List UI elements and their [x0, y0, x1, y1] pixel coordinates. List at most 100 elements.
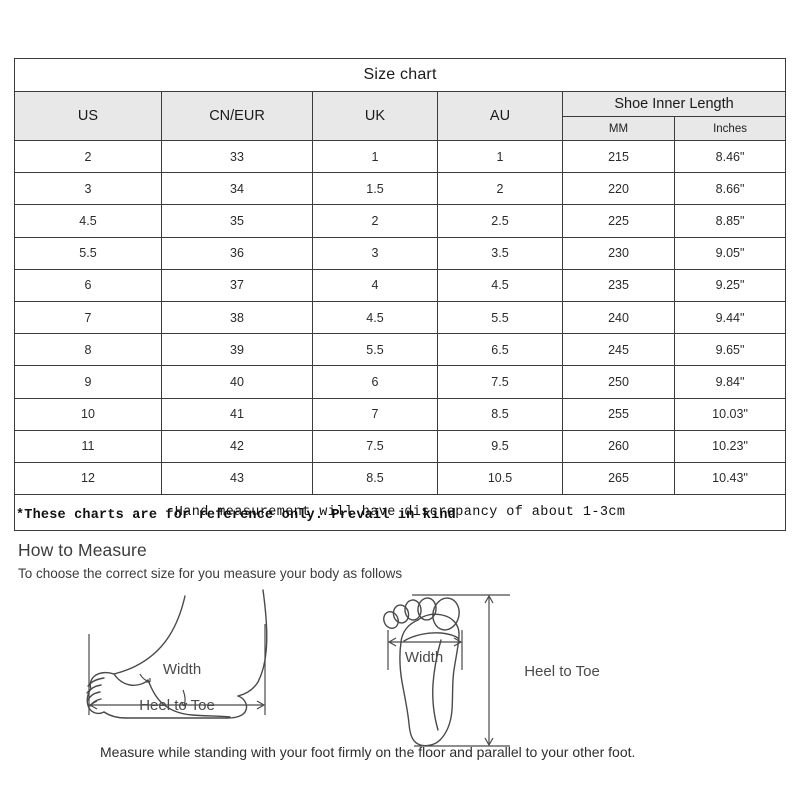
cell-us: 6	[14, 268, 162, 302]
cell-mm: 215	[562, 139, 675, 174]
column-header-cn-eur: CN/EUR	[161, 91, 313, 141]
cell-uk: 2	[312, 204, 438, 238]
cell-us: 5.5	[14, 236, 162, 270]
cell-us: 10	[14, 397, 162, 431]
cell-us: 7	[14, 300, 162, 335]
top-view-foot-icon	[383, 597, 460, 747]
table-row: 12 43 8.5 10.5 265 10.43"	[14, 461, 787, 496]
table-row: 8 39 5.5 6.5 245 9.65"	[14, 333, 787, 367]
cell-au: 4.5	[437, 268, 563, 302]
cell-inches: 8.66"	[673, 172, 787, 206]
cell-inches: 8.85"	[673, 204, 787, 238]
cell-cn-eur: 41	[161, 397, 313, 431]
page-title: Size chart	[13, 58, 787, 92]
cell-au: 2	[437, 172, 563, 206]
cell-uk: 7.5	[312, 429, 438, 463]
top-view-length-label: Heel to Toe	[524, 663, 600, 680]
cell-mm: 230	[562, 236, 675, 270]
cell-au: 10.5	[437, 461, 563, 496]
cell-mm: 225	[562, 204, 675, 238]
cell-au: 2.5	[437, 204, 563, 238]
table-header-row: US CN/EUR UK AU Shoe Inner Length	[14, 91, 787, 141]
column-header-shoe-inner-length: Shoe Inner Length	[561, 91, 787, 117]
table-footer-row: Hand measurement will have discrepancy o…	[13, 494, 787, 532]
cell-mm: 220	[562, 172, 675, 206]
cell-inches: 9.05"	[673, 236, 787, 270]
cell-cn-eur: 39	[161, 333, 313, 367]
cell-uk: 7	[312, 397, 438, 431]
cell-cn-eur: 40	[161, 365, 313, 399]
cell-us: 2	[14, 139, 162, 174]
cell-us: 11	[14, 429, 162, 463]
cell-au: 8.5	[437, 397, 563, 431]
table-row: 2 33 1 1 215 8.46"	[14, 139, 787, 174]
cell-au: 5.5	[437, 300, 563, 335]
cell-inches: 9.44"	[673, 300, 787, 335]
cell-cn-eur: 37	[161, 268, 313, 302]
cell-uk: 4.5	[312, 300, 438, 335]
column-header-mm: MM	[562, 116, 675, 141]
cell-inches: 10.03"	[673, 397, 787, 431]
cell-mm: 235	[562, 268, 675, 302]
cell-cn-eur: 36	[161, 236, 313, 270]
table-row: 11 42 7.5 9.5 260 10.23"	[14, 429, 787, 463]
cell-au: 7.5	[437, 365, 563, 399]
cell-us: 12	[14, 461, 162, 496]
reference-only-note: *These charts are for reference only. Pr…	[16, 508, 456, 523]
table-row: 10 41 7 8.5 255 10.03"	[14, 397, 787, 431]
cell-us: 3	[14, 172, 162, 206]
table-row: 6 37 4 4.5 235 9.25"	[14, 268, 787, 302]
side-view-length-indicator	[88, 624, 266, 715]
column-header-au: AU	[437, 91, 563, 141]
cell-cn-eur: 33	[161, 139, 313, 174]
cell-au: 1	[437, 139, 563, 174]
cell-cn-eur: 34	[161, 172, 313, 206]
cell-mm: 245	[562, 333, 675, 367]
cell-au: 6.5	[437, 333, 563, 367]
size-chart-table: Size chart US CN/EUR UK AU Shoe Inner Le…	[13, 58, 787, 532]
column-header-us: US	[14, 91, 162, 141]
how-to-measure-subtitle: To choose the correct size for you measu…	[18, 566, 403, 581]
cell-au: 3.5	[437, 236, 563, 270]
cell-inches: 9.25"	[673, 268, 787, 302]
cell-uk: 4	[312, 268, 438, 302]
table-row: 5.5 36 3 3.5 230 9.05"	[14, 236, 787, 270]
cell-inches: 10.43"	[673, 461, 787, 496]
cell-uk: 6	[312, 365, 438, 399]
cell-cn-eur: 43	[161, 461, 313, 496]
diagrams-svg: Width Heel to Toe	[86, 589, 600, 747]
cell-mm: 240	[562, 300, 675, 335]
table-title-row: Size chart	[13, 58, 787, 92]
cell-uk: 1	[312, 139, 438, 174]
table-row: 3 34 1.5 2 220 8.66"	[14, 172, 787, 206]
top-view-width-indicator	[387, 630, 463, 670]
cell-cn-eur: 35	[161, 204, 313, 238]
cell-cn-eur: 38	[161, 300, 313, 335]
cell-mm: 255	[562, 397, 675, 431]
table-row: 9 40 6 7.5 250 9.84"	[14, 365, 787, 399]
column-header-uk: UK	[312, 91, 438, 141]
table-row: 7 38 4.5 5.5 240 9.44"	[14, 300, 787, 335]
cell-inches: 10.23"	[673, 429, 787, 463]
cell-mm: 250	[562, 365, 675, 399]
column-header-inches: Inches	[673, 116, 787, 141]
cell-us: 4.5	[14, 204, 162, 238]
how-to-measure-heading: How to Measure	[18, 540, 147, 560]
table-subheader-row: MM Inches	[15, 116, 787, 141]
table-row: 4.5 35 2 2.5 225 8.85"	[14, 204, 787, 238]
cell-au: 9.5	[437, 429, 563, 463]
top-view-length-indicator	[412, 594, 510, 747]
hand-measurement-note: Hand measurement will have discrepancy o…	[13, 494, 787, 532]
cell-mm: 265	[562, 461, 675, 496]
cell-cn-eur: 42	[161, 429, 313, 463]
cell-inches: 8.46"	[673, 139, 787, 174]
cell-mm: 260	[562, 429, 675, 463]
cell-uk: 3	[312, 236, 438, 270]
cell-uk: 1.5	[312, 172, 438, 206]
side-view-length-label: Heel to Toe	[139, 697, 215, 714]
side-view-foot-icon	[86, 589, 268, 719]
cell-us: 8	[14, 333, 162, 367]
cell-uk: 5.5	[312, 333, 438, 367]
cell-us: 9	[14, 365, 162, 399]
cell-uk: 8.5	[312, 461, 438, 496]
